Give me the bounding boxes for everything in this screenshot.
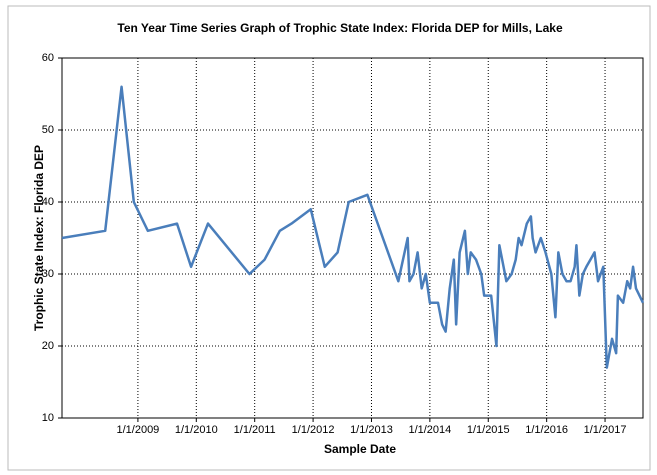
x-tick-label: 1/1/2011 — [234, 424, 276, 436]
x-tick-label: 1/1/2016 — [525, 424, 568, 436]
chart-frame — [7, 5, 651, 471]
data-line — [61, 85, 645, 369]
y-tick-label: 20 — [42, 340, 54, 352]
x-tick-label: 1/1/2014 — [408, 424, 451, 436]
x-tick-label: 1/1/2017 — [584, 424, 627, 436]
y-tick-label: 60 — [42, 52, 54, 64]
y-tick-label: 50 — [42, 124, 54, 136]
y-tick-label: 30 — [42, 268, 54, 280]
y-tick-label: 10 — [42, 412, 54, 424]
x-tick-label: 1/1/2013 — [350, 424, 393, 436]
x-tick-label: 1/1/2015 — [467, 424, 510, 436]
x-axis-label: Sample Date — [324, 442, 396, 456]
x-tick-label: 1/1/2012 — [292, 424, 335, 436]
x-tick-label: 1/1/2010 — [175, 424, 218, 436]
y-tick-label: 40 — [42, 196, 54, 208]
chart-title: Ten Year Time Series Graph of Trophic St… — [117, 21, 563, 35]
x-tick-label: 1/1/2009 — [116, 424, 159, 436]
y-axis-label: Trophic State Index: Florida DEP — [32, 145, 46, 331]
